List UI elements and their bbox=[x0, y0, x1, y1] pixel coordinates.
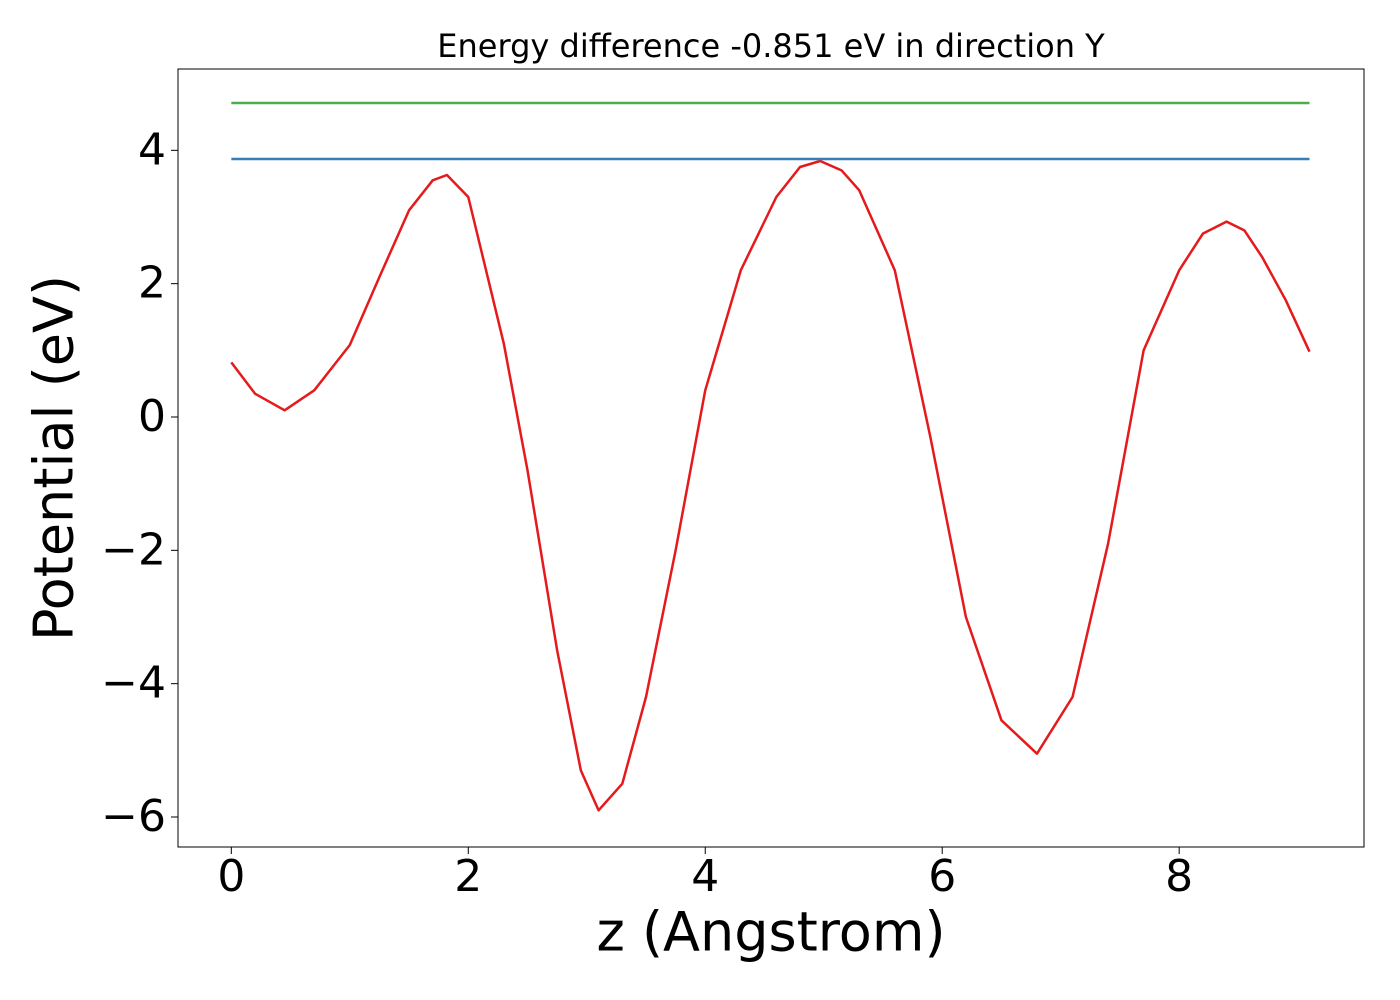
y-tick-label: 4 bbox=[138, 124, 166, 175]
y-tick-label: −6 bbox=[101, 791, 166, 842]
plot-frame bbox=[177, 68, 1365, 848]
y-tick-label: 2 bbox=[138, 258, 166, 309]
x-tick-label: 4 bbox=[691, 851, 719, 902]
x-tick-label: 6 bbox=[928, 851, 956, 902]
x-tick-label: 0 bbox=[217, 851, 245, 902]
chart-title: Energy difference -0.851 eV in direction… bbox=[437, 27, 1105, 65]
x-tick-label: 2 bbox=[454, 851, 482, 902]
y-tick-label: −4 bbox=[101, 658, 166, 709]
y-tick-label: −2 bbox=[101, 524, 166, 575]
series-line bbox=[230, 159, 1311, 812]
y-axis-label: Potential (eV) bbox=[23, 275, 86, 641]
x-tick-label: 8 bbox=[1165, 851, 1193, 902]
y-tick-label: 0 bbox=[138, 391, 166, 442]
x-axis-label: z (Angstrom) bbox=[596, 901, 945, 964]
